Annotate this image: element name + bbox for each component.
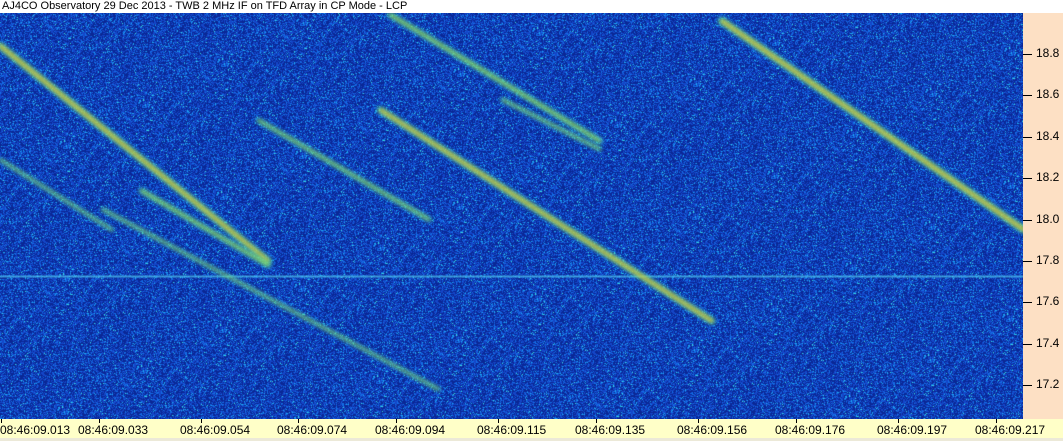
y-tick-label: 18.4 (1036, 128, 1060, 143)
x-tick-label: 08:46:09.135 (575, 423, 646, 437)
y-tick (1023, 343, 1032, 345)
x-tick (596, 419, 597, 423)
meteor-trail (100, 207, 442, 392)
x-tick-label: 08:46:09.033 (78, 423, 149, 437)
y-tick-label: 17.6 (1036, 294, 1060, 309)
meteor-trail (716, 15, 1023, 235)
y-tick-label: 17.4 (1036, 335, 1060, 350)
y-tick-label: 17.2 (1036, 377, 1060, 392)
chart-title: AJ4CO Observatory 29 Dec 2013 - TWB 2 MH… (0, 0, 1063, 13)
x-tick-label: 08:46:09.115 (477, 423, 547, 437)
x-tick-label: 08:46:09.054 (180, 423, 251, 437)
x-tick (396, 419, 397, 423)
x-tick (99, 419, 100, 423)
meteor-trail (499, 97, 603, 152)
y-tick (1023, 136, 1032, 138)
y-tick (1023, 178, 1032, 180)
x-tick (1, 419, 2, 423)
x-tick-label: 08:46:09.013 (0, 423, 71, 437)
x-tick-label: 08:46:09.074 (277, 423, 348, 437)
x-tick (201, 419, 202, 423)
meteor-trail (0, 157, 115, 233)
y-tick-label: 17.8 (1036, 253, 1060, 267)
y-tick-label: 18.2 (1036, 170, 1060, 185)
y-tick-label: 18.6 (1036, 87, 1060, 102)
x-tick-label: 08:46:09.094 (375, 423, 446, 437)
y-tick-label: 18.8 (1036, 46, 1060, 60)
noise-background (0, 13, 1023, 419)
y-axis: 18.8 18.6 18.4 18.2 18.0 17.8 17.6 17.4 17.2 (1023, 13, 1063, 419)
y-tick-label: 18.0 (1036, 211, 1060, 226)
x-tick (898, 419, 899, 423)
y-tick (1023, 261, 1032, 262)
meteor-trail (386, 13, 604, 145)
meteor-trail (255, 117, 433, 223)
x-tick-label: 08:46:09.217 (975, 423, 1046, 437)
status-strip (0, 438, 1063, 441)
x-tick (698, 419, 699, 423)
y-tick (1023, 219, 1032, 221)
x-tick-label: 08:46:09.156 (677, 423, 748, 437)
x-tick-label: 08:46:09.176 (775, 423, 846, 437)
y-tick (1023, 54, 1032, 55)
y-tick (1023, 385, 1032, 387)
meteor-trail (375, 105, 717, 326)
trails-layer (0, 13, 1023, 392)
spectrogram-plot (0, 13, 1023, 419)
x-tick-label: 08:46:09.197 (877, 423, 948, 437)
meteor-trail (137, 187, 272, 269)
x-axis: 08:46:09.013 08:46:09.033 08:46:09.054 08:4… (0, 419, 1063, 438)
meteor-trail (0, 40, 273, 266)
x-tick (298, 419, 299, 423)
y-tick (1023, 302, 1032, 304)
x-tick (498, 419, 499, 423)
x-tick (796, 419, 797, 423)
x-tick (996, 419, 997, 423)
y-tick (1023, 95, 1032, 97)
